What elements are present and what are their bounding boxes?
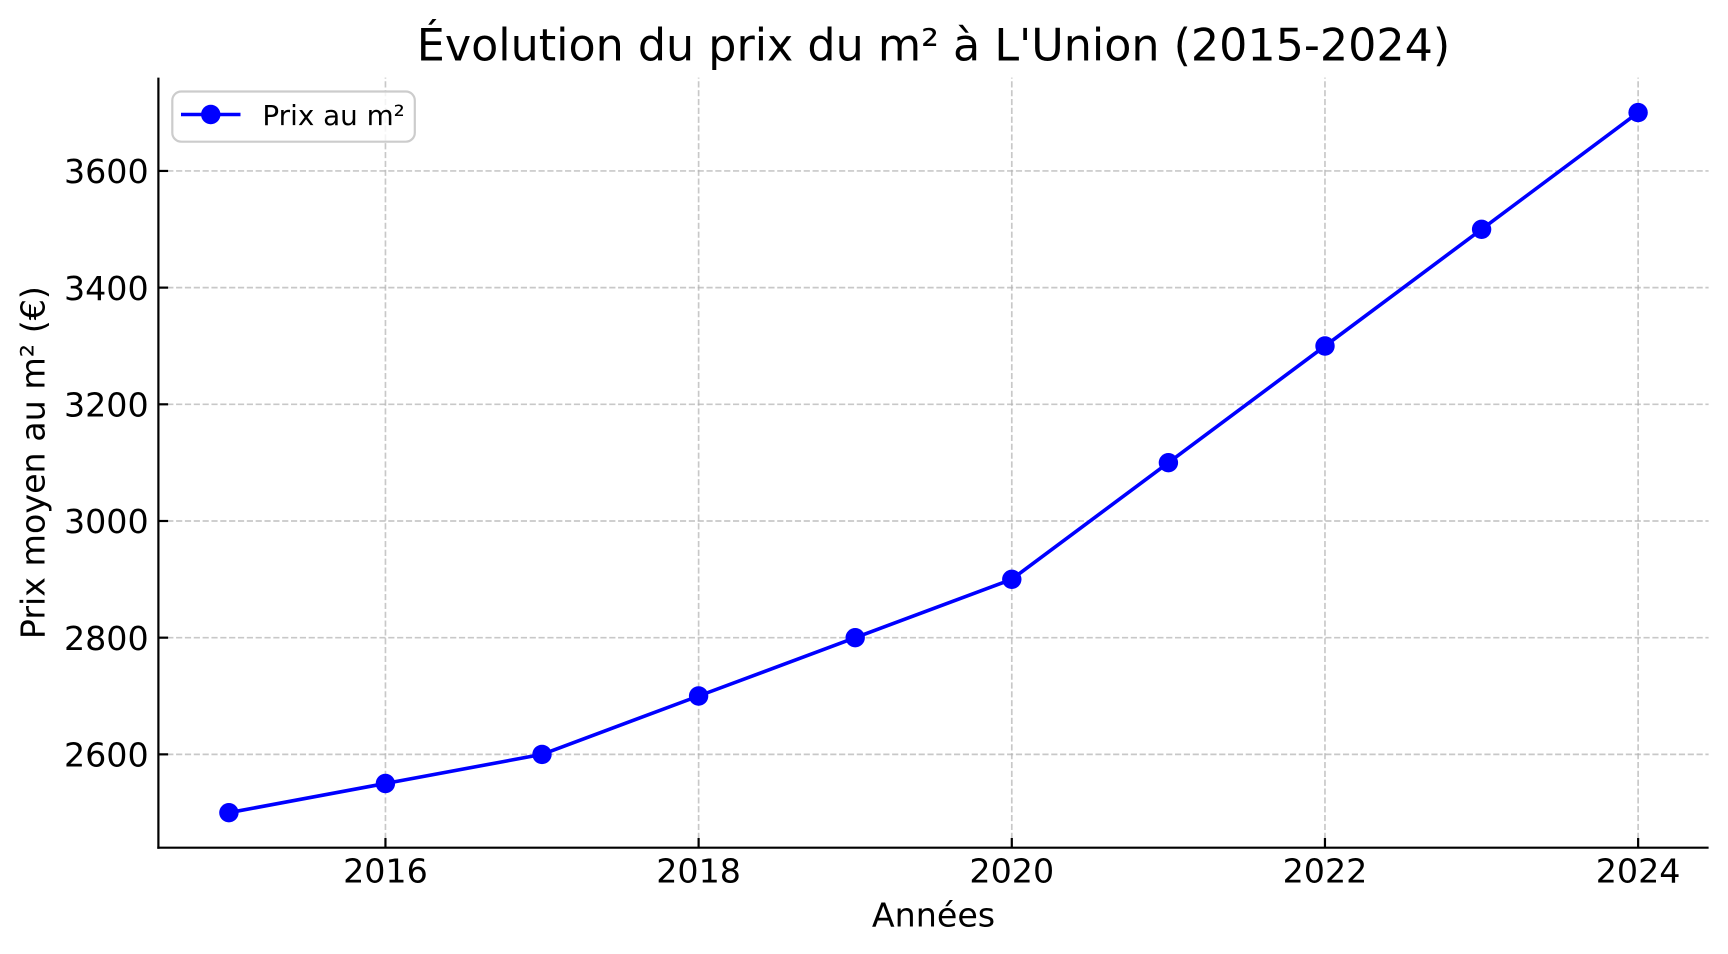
y-tick-label-2800: 2800 [64,619,149,658]
axes-spines [157,77,1709,849]
x-tick-label-2016: 2016 [343,852,428,891]
gridlines [158,77,1709,848]
y-tick-label-3000: 3000 [64,502,149,541]
legend-box [171,90,416,143]
data-series [219,102,1648,823]
price-line [228,111,1640,815]
y-tick-label-3600: 3600 [64,152,149,191]
data-point-2016 [375,773,396,794]
tick-labels: 2016 2018 2020 2022 2024 2600 2800 3000 3200 3400… [64,152,1681,890]
data-point-2015 [219,803,239,823]
data-point-2018 [688,686,709,706]
x-tick-label-2024: 2024 [1596,852,1681,891]
y-tick-label-3400: 3400 [64,269,149,308]
x-axis-label: Années [872,896,995,935]
x-tick-label-2018: 2018 [656,852,741,891]
y-tick-label-2600: 2600 [64,736,149,775]
data-point-2024 [1628,102,1648,123]
legend-label: Prix au m² [262,99,404,132]
y-tick-label-3200: 3200 [64,386,149,425]
data-point-2022 [1315,336,1335,356]
x-tick-label-2022: 2022 [1283,852,1368,891]
chart-title: Évolution du prix du m² à L'Union (2015-… [417,19,1450,72]
data-point-2019 [845,628,865,648]
tick-marks [158,169,1640,848]
data-point-2021 [1158,453,1179,473]
y-axis-label: Prix moyen au m² (€) [14,286,53,639]
x-tick-label-2020: 2020 [969,852,1054,891]
data-point-2017 [532,744,552,765]
data-point-2020 [1002,569,1022,589]
data-point-2023 [1471,219,1492,239]
legend-marker-sample [201,104,221,125]
legend: Prix au m² [171,90,416,143]
